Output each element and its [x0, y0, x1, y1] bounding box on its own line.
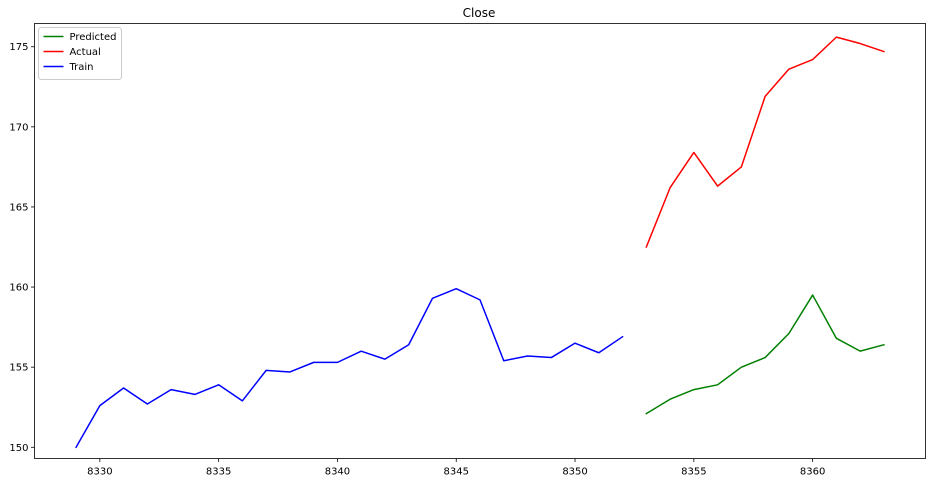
- series-line-predicted: [645, 294, 885, 415]
- x-tick-label: 8360: [800, 467, 825, 478]
- legend: Predicted Actual Train: [38, 27, 122, 80]
- x-tick-label: 8355: [681, 467, 706, 478]
- legend-label-predicted: Predicted: [70, 32, 117, 43]
- legend-label-actual: Actual: [70, 47, 101, 58]
- x-tick-label: 8330: [87, 467, 112, 478]
- x-tick-label: 8350: [562, 467, 587, 478]
- series-line-train: [75, 287, 624, 449]
- chart-title: Close: [463, 6, 496, 20]
- y-tick-label: 165: [9, 202, 28, 213]
- y-tick-label: 175: [9, 42, 28, 53]
- legend-label-train: Train: [69, 62, 94, 73]
- y-tick-label: 150: [9, 443, 28, 454]
- x-tick-label: 8340: [325, 467, 350, 478]
- y-axis: 150 155 160 165 170 175: [9, 42, 35, 454]
- y-tick-label: 155: [9, 363, 28, 374]
- x-tick-label: 8345: [444, 467, 469, 478]
- series-layer: [75, 36, 885, 449]
- x-tick-label: 8335: [206, 467, 231, 478]
- plot-area-frame: [34, 23, 926, 459]
- y-tick-label: 170: [9, 122, 28, 133]
- y-tick-label: 160: [9, 283, 28, 294]
- series-line-actual: [645, 36, 885, 248]
- x-axis: 8330 8335 8340 8345 8350 8355 8360: [87, 458, 825, 478]
